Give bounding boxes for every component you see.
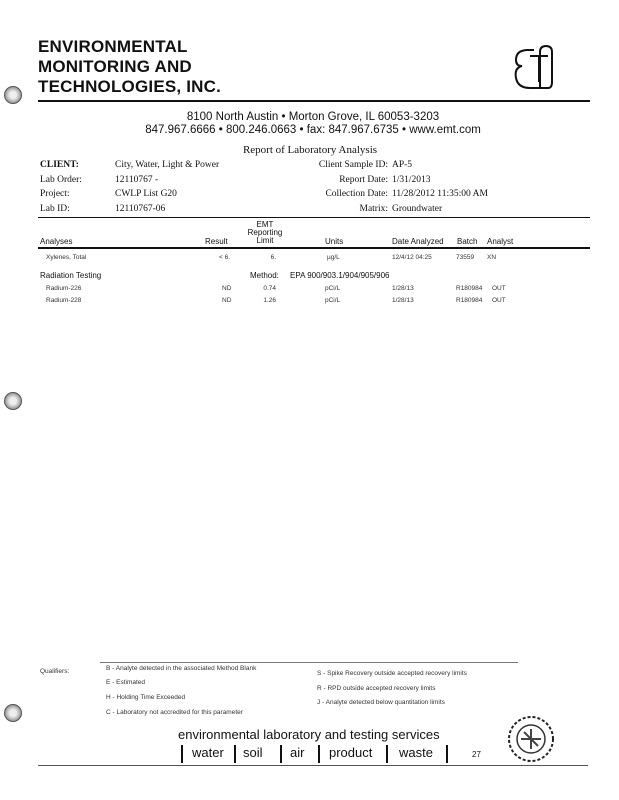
punch-hole [4, 86, 22, 104]
limit: 1.26 [263, 297, 276, 304]
col-limit-line2: Reporting [247, 228, 283, 237]
page-number: 27 [472, 750, 481, 759]
divider [386, 745, 388, 763]
units: pCi/L [325, 297, 341, 304]
footer-rule [38, 765, 588, 766]
divider [181, 745, 183, 763]
col-units: Units [325, 237, 344, 246]
company-contact: 847.967.6666 • 800.246.0663 • fax: 847.9… [145, 124, 481, 136]
analyte: Xylenes, Total [46, 254, 87, 261]
qualifier-item: E - Estimated [106, 679, 146, 686]
accreditation-seal [508, 716, 554, 762]
col-batch: Batch [457, 237, 478, 246]
units: µg/L [327, 254, 340, 261]
analyte: Radium-228 [46, 297, 82, 304]
client-value: City, Water, Light & Power [115, 160, 220, 170]
company-name-line1: ENVIRONMENTAL [38, 37, 188, 56]
report-title: Report of Laboratory Analysis [242, 144, 378, 156]
divider [446, 745, 448, 763]
project-label: Project: [40, 189, 70, 199]
analyst: OUT [492, 285, 506, 292]
qualifier-item: C - Laboratory not accredited for this p… [106, 709, 243, 716]
matrix-value: Groundwater [392, 204, 443, 214]
analyst: OUT [492, 297, 506, 304]
lab-id-value: 12110767-06 [115, 204, 166, 214]
result: < 6. [218, 254, 230, 261]
lab-order-label: Lab Order: [40, 175, 82, 185]
project-value: CWLP List G20 [115, 189, 177, 199]
service-waste: waste [399, 745, 433, 760]
emt-logo [514, 44, 553, 89]
report-date-label: Report Date: [339, 175, 388, 185]
section-title: Radiation Testing [40, 271, 102, 280]
analyst: XN [487, 254, 497, 261]
divider [280, 745, 282, 763]
batch: R180984 [456, 297, 483, 304]
date-analyzed: 1/28/13 [392, 285, 414, 292]
service-water: water [192, 745, 224, 760]
batch: 73559 [456, 254, 475, 261]
limit: 0.74 [263, 285, 276, 292]
header-rule [38, 100, 590, 102]
info-rule [38, 217, 590, 218]
company-address: 8100 North Austin • Morton Grove, IL 600… [186, 111, 440, 123]
footer-tagline: environmental laboratory and testing ser… [178, 727, 440, 742]
method-value: EPA 900/903.1/904/905/906 [290, 271, 390, 280]
date-analyzed: 1/28/13 [392, 297, 414, 304]
sample-id-value: AP-5 [392, 160, 413, 170]
qualifier-item: H - Holding Time Exceeded [106, 694, 186, 701]
divider [318, 745, 320, 763]
date-analyzed: 12/4/12 04:25 [392, 254, 432, 261]
col-analyses: Analyses [40, 237, 73, 246]
collection-date-label: Collection Date: [325, 189, 388, 199]
col-result: Result [205, 237, 228, 246]
col-analyst: Analyst [487, 237, 514, 246]
qualifier-rule [100, 662, 518, 663]
service-air: air [290, 745, 305, 760]
analyte: Radium-226 [46, 285, 82, 292]
batch: R180984 [456, 285, 483, 292]
company-name-line2: MONITORING AND [38, 57, 192, 76]
method-label: Method: [250, 271, 279, 280]
client-label: CLIENT: [40, 160, 79, 170]
service-product: product [329, 745, 373, 760]
qualifier-item: B - Analyte detected in the associated M… [106, 665, 257, 672]
lab-id-label: Lab ID: [40, 204, 70, 214]
col-date: Date Analyzed [392, 237, 444, 246]
service-soil: soil [243, 745, 263, 760]
col-limit-line3: Limit [256, 236, 274, 245]
qualifiers-label: Qualifiers: [40, 668, 70, 675]
qualifier-item: J - Analyte detected below quantitation … [317, 699, 445, 706]
matrix-label: Matrix: [359, 204, 389, 214]
punch-hole [4, 704, 22, 722]
punch-hole [4, 392, 22, 410]
collection-date-value: 11/28/2012 11:35:00 AM [392, 189, 488, 199]
qualifier-item: S - Spike Recovery outside accepted reco… [317, 670, 467, 677]
divider [234, 745, 236, 763]
qualifier-item: R - RPD outside accepted recovery limits [317, 685, 436, 692]
col-limit-line1: EMT [256, 220, 274, 229]
sample-id-label: Client Sample ID: [318, 160, 388, 170]
company-name-line3: TECHNOLOGIES, INC. [38, 77, 222, 96]
table-header-rule [38, 247, 590, 249]
result: ND [222, 297, 232, 304]
units: pCi/L [325, 285, 341, 292]
lab-order-value: 12110767 - [115, 175, 159, 185]
limit: 6. [270, 254, 276, 261]
report-date-value: 1/31/2013 [392, 175, 431, 185]
result: ND [222, 285, 232, 292]
